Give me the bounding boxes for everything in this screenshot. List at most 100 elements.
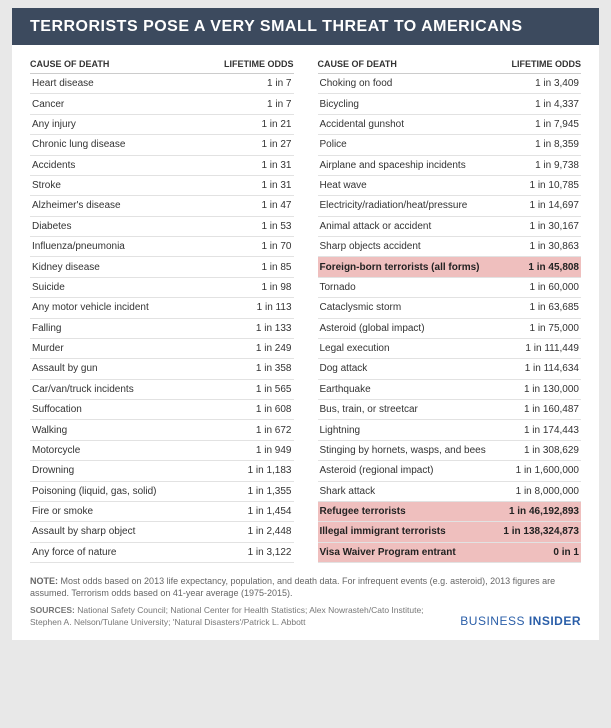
odds-cell: 1 in 31: [261, 180, 291, 191]
cause-cell: Airplane and spaceship incidents: [320, 160, 536, 171]
odds-cell: 1 in 7: [267, 78, 291, 89]
header-cause: CAUSE OF DEATH: [30, 59, 109, 69]
header-cause: CAUSE OF DEATH: [318, 59, 397, 69]
table-row: Car/van/truck incidents1 in 565: [30, 380, 294, 400]
table-row: Suicide1 in 98: [30, 278, 294, 298]
table-row: Poisoning (liquid, gas, solid)1 in 1,355: [30, 482, 294, 502]
table-row: Murder1 in 249: [30, 339, 294, 359]
odds-cell: 1 in 133: [256, 323, 292, 334]
odds-cell: 1 in 45,808: [528, 262, 579, 273]
cause-cell: Refugee terrorists: [320, 506, 509, 517]
table-row: Shark attack1 in 8,000,000: [318, 482, 582, 502]
cause-cell: Diabetes: [32, 221, 261, 232]
table-row: Bicycling1 in 4,337: [318, 94, 582, 114]
table-row: Lightning1 in 174,443: [318, 420, 582, 440]
table-row: Heat wave1 in 10,785: [318, 176, 582, 196]
cause-cell: Chronic lung disease: [32, 139, 261, 150]
table-row: Police1 in 8,359: [318, 135, 582, 155]
odds-cell: 1 in 1,183: [248, 465, 292, 476]
odds-cell: 1 in 672: [256, 425, 292, 436]
table-row: Motorcycle1 in 949: [30, 441, 294, 461]
table-row: Foreign-born terrorists (all forms)1 in …: [318, 257, 582, 277]
cause-cell: Earthquake: [320, 384, 524, 395]
table-row: Accidental gunshot1 in 7,945: [318, 115, 582, 135]
odds-cell: 1 in 2,448: [248, 526, 292, 537]
sources-label: SOURCES:: [30, 605, 75, 615]
cause-cell: Stroke: [32, 180, 261, 191]
odds-cell: 1 in 130,000: [524, 384, 579, 395]
cause-cell: Tornado: [320, 282, 530, 293]
odds-cell: 1 in 3,409: [535, 78, 579, 89]
cause-cell: Dog attack: [320, 363, 525, 374]
table-row: Any force of nature1 in 3,122: [30, 543, 294, 563]
odds-cell: 1 in 7: [267, 99, 291, 110]
table-row: Assault by gun1 in 358: [30, 359, 294, 379]
cause-cell: Police: [320, 139, 536, 150]
table-row: Falling1 in 133: [30, 319, 294, 339]
cause-cell: Assault by gun: [32, 363, 256, 374]
odds-cell: 1 in 70: [261, 241, 291, 252]
cause-cell: Asteroid (regional impact): [320, 465, 516, 476]
table-row: Drowning1 in 1,183: [30, 461, 294, 481]
cause-cell: Kidney disease: [32, 262, 261, 273]
table-wrapper: CAUSE OF DEATH LIFETIME ODDS Heart disea…: [12, 45, 599, 567]
odds-cell: 0 in 1: [553, 547, 579, 558]
cause-cell: Choking on food: [320, 78, 536, 89]
cause-cell: Visa Waiver Program entrant: [320, 547, 554, 558]
odds-cell: 1 in 1,355: [248, 486, 292, 497]
cause-cell: Walking: [32, 425, 256, 436]
table-row: Legal execution1 in 111,449: [318, 339, 582, 359]
odds-cell: 1 in 31: [261, 160, 291, 171]
table-row: Earthquake1 in 130,000: [318, 380, 582, 400]
odds-cell: 1 in 30,167: [530, 221, 580, 232]
header-odds: LIFETIME ODDS: [512, 59, 582, 69]
table-row: Asteroid (global impact)1 in 75,000: [318, 319, 582, 339]
table-row: Animal attack or accident1 in 30,167: [318, 217, 582, 237]
infographic-card: TERRORISTS POSE A VERY SMALL THREAT TO A…: [12, 8, 599, 640]
table-row: Accidents1 in 31: [30, 156, 294, 176]
cause-cell: Bicycling: [320, 99, 536, 110]
table-row: Fire or smoke1 in 1,454: [30, 502, 294, 522]
cause-cell: Fire or smoke: [32, 506, 248, 517]
odds-cell: 1 in 160,487: [524, 404, 579, 415]
cause-cell: Accidental gunshot: [320, 119, 536, 130]
odds-cell: 1 in 608: [256, 404, 292, 415]
brand-text: BUSINESS INSIDER: [460, 614, 581, 628]
odds-cell: 1 in 358: [256, 363, 292, 374]
cause-cell: Cataclysmic storm: [320, 302, 530, 313]
cause-cell: Electricity/radiation/heat/pressure: [320, 200, 530, 211]
cause-cell: Bus, train, or streetcar: [320, 404, 524, 415]
cause-cell: Sharp objects accident: [320, 241, 530, 252]
note-label: NOTE:: [30, 576, 58, 586]
odds-cell: 1 in 10,785: [530, 180, 580, 191]
cause-cell: Suicide: [32, 282, 261, 293]
footer: SOURCES: National Safety Council; Nation…: [12, 605, 599, 628]
note-text: Most odds based on 2013 life expectancy,…: [30, 576, 555, 598]
table-row: Refugee terrorists1 in 46,192,893: [318, 502, 582, 522]
odds-cell: 1 in 8,359: [535, 139, 579, 150]
table-row: Airplane and spaceship incidents1 in 9,7…: [318, 156, 582, 176]
odds-cell: 1 in 75,000: [530, 323, 580, 334]
cause-cell: Drowning: [32, 465, 248, 476]
cause-cell: Any force of nature: [32, 547, 248, 558]
cause-cell: Any injury: [32, 119, 261, 130]
table-row: Diabetes1 in 53: [30, 217, 294, 237]
odds-cell: 1 in 308,629: [524, 445, 579, 456]
cause-cell: Cancer: [32, 99, 267, 110]
table-row: Visa Waiver Program entrant0 in 1: [318, 543, 582, 563]
odds-cell: 1 in 113: [257, 302, 292, 313]
table-row: Alzheimer's disease1 in 47: [30, 196, 294, 216]
cause-cell: Animal attack or accident: [320, 221, 530, 232]
cause-cell: Stinging by hornets, wasps, and bees: [320, 445, 524, 456]
cause-cell: Any motor vehicle incident: [32, 302, 257, 313]
odds-cell: 1 in 114,634: [525, 363, 579, 374]
odds-cell: 1 in 174,443: [524, 425, 579, 436]
right-column: CAUSE OF DEATH LIFETIME ODDS Choking on …: [318, 55, 582, 563]
table-row: Stinging by hornets, wasps, and bees1 in…: [318, 441, 582, 461]
cause-cell: Assault by sharp object: [32, 526, 248, 537]
odds-cell: 1 in 4,337: [535, 99, 579, 110]
cause-cell: Foreign-born terrorists (all forms): [320, 262, 529, 273]
cause-cell: Poisoning (liquid, gas, solid): [32, 486, 248, 497]
odds-cell: 1 in 1,600,000: [516, 465, 579, 476]
odds-cell: 1 in 63,685: [530, 302, 580, 313]
